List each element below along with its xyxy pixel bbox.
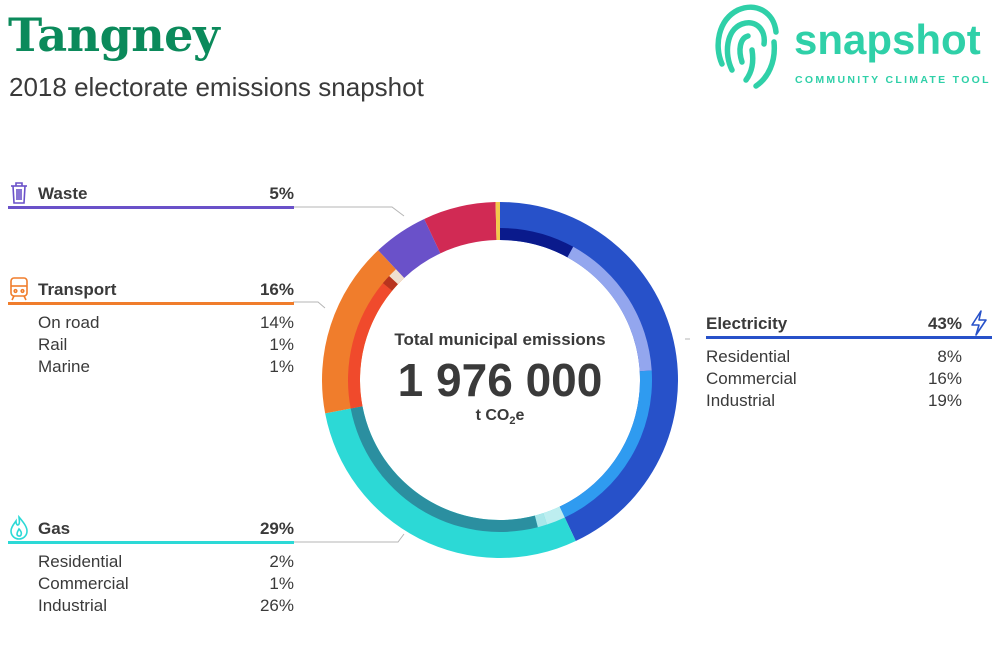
row-name: Marine <box>38 357 90 376</box>
inner-ring <box>348 228 652 533</box>
inner-segment-transport-on-road <box>348 283 393 409</box>
gas-row-industrial: Industrial 26% <box>8 596 294 618</box>
row-pct: 1% <box>269 357 294 376</box>
waste-label: Waste <box>38 184 88 203</box>
row-pct: 1% <box>269 335 294 354</box>
row-pct: 1% <box>269 574 294 593</box>
outer-segment-other <box>424 202 497 254</box>
gas-leader-line <box>293 533 405 543</box>
lightning-icon <box>971 310 987 336</box>
center-unit: t CO2e <box>476 407 525 427</box>
electricity-label: Electricity <box>706 314 788 333</box>
inner-segment-gas-industrial <box>350 406 538 533</box>
inner-segment-electricity-industrial <box>559 370 652 518</box>
gas-rule <box>8 541 294 544</box>
row-pct: 19% <box>927 391 962 410</box>
row-name: Commercial <box>706 369 797 388</box>
center-unit-suffix: e <box>516 407 525 424</box>
snapshot-logo[interactable]: snapshot COMMUNITY CLIMATE TOOL <box>712 2 1000 94</box>
center-unit-subscript: 2 <box>509 415 515 427</box>
electricity-row-residential: Residential 8% <box>706 347 992 369</box>
transport-row-marine: Marine 1% <box>8 357 294 379</box>
waste-total: 5% <box>269 184 294 203</box>
row-pct: 26% <box>259 596 294 615</box>
gas-label: Gas <box>38 519 71 538</box>
electricity-row-industrial: Industrial 19% <box>706 391 992 413</box>
electricity-row-commercial: Commercial 16% <box>706 369 992 391</box>
inner-segment-transport-rail <box>382 275 398 291</box>
outer-segment-electricity <box>500 202 678 542</box>
waste-rule <box>8 206 294 209</box>
row-name: Industrial <box>706 391 775 410</box>
transport-panel: Transport 16% On road 14% Rail 1% Marine… <box>8 276 294 379</box>
center-value: 1 976 000 <box>398 354 603 406</box>
inner-segment-transport-marine <box>389 269 405 285</box>
transport-leader-line <box>293 301 326 309</box>
waste-panel: Waste 5% <box>8 180 294 209</box>
row-name: Industrial <box>38 596 107 615</box>
gas-row-residential: Residential 2% <box>8 552 294 574</box>
bin-icon <box>11 182 27 204</box>
gas-row-commercial: Commercial 1% <box>8 574 294 596</box>
row-pct: 2% <box>269 552 294 571</box>
page-subtitle: 2018 electorate emissions snapshot <box>9 72 424 102</box>
logo-wordmark: snapshot <box>794 16 981 63</box>
outer-segment-waste <box>378 218 441 278</box>
fingerprint-icon <box>715 4 779 89</box>
leader-lines <box>293 206 690 543</box>
gas-panel: Gas 29% Residential 2% Commercial 1% Ind… <box>8 515 294 618</box>
transport-label: Transport <box>38 280 117 299</box>
waste-leader-line <box>293 206 405 217</box>
row-pct: 14% <box>259 313 294 332</box>
transport-row-on-road: On road 14% <box>8 313 294 335</box>
inner-segment-gas-commercial <box>534 513 547 528</box>
row-pct: 16% <box>927 369 962 388</box>
row-pct: 8% <box>937 347 962 366</box>
gas-total: 29% <box>259 519 294 538</box>
train-icon <box>10 277 28 301</box>
row-name: Rail <box>38 335 68 354</box>
row-name: Residential <box>706 347 791 366</box>
row-name: Residential <box>38 552 123 571</box>
page-title: Tangney <box>8 8 220 62</box>
logo-tagline: COMMUNITY CLIMATE TOOL <box>795 74 991 86</box>
inner-segment-gas-residential <box>543 506 565 525</box>
electricity-panel: Electricity 43% Residential 8% Commercia… <box>706 310 992 413</box>
electricity-total: 43% <box>927 314 962 333</box>
transport-rule <box>8 302 294 305</box>
center-label: Total municipal emissions <box>394 330 605 349</box>
center-unit-prefix: t CO <box>476 407 510 424</box>
inner-segment-electricity-commercial <box>567 246 652 372</box>
outer-segment-other <box>495 202 500 241</box>
row-name: On road <box>38 313 100 332</box>
inner-segment-electricity-residential <box>500 228 574 258</box>
transport-row-rail: Rail 1% <box>8 335 294 357</box>
row-name: Commercial <box>38 574 129 593</box>
flame-icon <box>10 515 28 540</box>
electricity-rule <box>706 336 992 339</box>
transport-total: 16% <box>259 280 294 299</box>
